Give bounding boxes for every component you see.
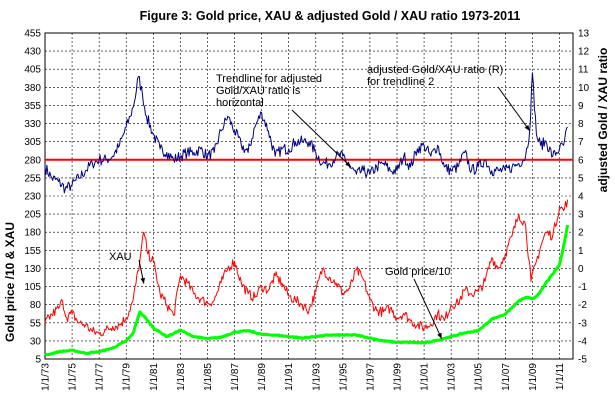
- y-tick-label-left: 205: [24, 210, 41, 221]
- y-tick-label-left: 55: [30, 318, 42, 329]
- x-tick-label: 1/1/79: [122, 363, 133, 391]
- x-tick-label: 1/1/11: [555, 363, 566, 390]
- annotation-trendline-arrow: [291, 109, 352, 168]
- y-tick-label-right: 8: [578, 119, 584, 130]
- x-tick-label: 1/1/81: [149, 363, 160, 391]
- annotation-ratio-arrow: [497, 86, 531, 132]
- x-tick-label: 1/1/75: [68, 363, 79, 391]
- x-tick-label: 1/1/93: [311, 363, 322, 391]
- y-axis-label-right: adjusted Gold / XAU ratio: [596, 48, 610, 193]
- grid: [45, 33, 573, 359]
- y-tick-label-right: 1: [578, 246, 584, 257]
- y-tick-label-right: -1: [578, 282, 587, 293]
- y-tick-label-right: 13: [578, 29, 590, 40]
- annotation-trendline-arrowhead: [345, 161, 351, 168]
- y-tick-label-left: 380: [24, 83, 41, 94]
- y-tick-label-left: 305: [24, 137, 41, 148]
- y-tick-label-right: 9: [578, 101, 584, 112]
- y-tick-label-right: 2: [578, 228, 584, 239]
- y-tick-label-left: 430: [24, 47, 41, 58]
- y-tick-label-right: 11: [578, 65, 589, 76]
- y-tick-label-right: 0: [578, 264, 584, 275]
- y-tick-label-right: -3: [578, 318, 587, 329]
- annotation-ratio-text: adjusted Gold/XAU ratio (R): [367, 64, 503, 76]
- x-tick-label: 1/1/89: [257, 363, 268, 391]
- y-tick-label-right: -5: [578, 355, 587, 366]
- y-tick-label-left: 180: [24, 228, 41, 239]
- y-tick-label-left: 130: [24, 264, 41, 275]
- annotation-gold-price-arrow: [413, 278, 443, 339]
- x-tick-label: 1/1/05: [474, 363, 485, 391]
- y-tick-label-right: -4: [578, 336, 587, 347]
- y-tick-label-left: 405: [24, 65, 41, 76]
- y-tick-label-left: 330: [24, 119, 41, 130]
- y-tick-label-right: 4: [578, 192, 584, 203]
- y-tick-label-right: -2: [578, 300, 587, 311]
- ratio-line: [44, 72, 568, 194]
- x-tick-label: 1/1/87: [230, 363, 241, 391]
- y-tick-label-left: 5: [35, 355, 41, 366]
- x-tick-label: 1/1/77: [95, 363, 106, 391]
- x-tick-label: 1/1/85: [203, 363, 214, 391]
- gold-price-line: [44, 224, 570, 357]
- annotation-trendline-text: Trendline for adjusted: [216, 73, 322, 85]
- x-tick-label: 1/1/03: [447, 363, 458, 391]
- annotation-gold-price-text: Gold price/10: [385, 266, 450, 278]
- y-tick-label-left: 355: [24, 101, 41, 112]
- y-tick-label-left: 455: [24, 29, 41, 40]
- x-tick-label: 1/1/91: [284, 363, 295, 391]
- x-tick-label: 1/1/99: [393, 363, 404, 391]
- y-tick-label-left: 230: [24, 192, 41, 203]
- y-axis-label-left: Gold price /10 & XAU: [3, 222, 17, 342]
- annotation-trendline-text: Gold/XAU ratio is: [216, 85, 301, 97]
- xau-line: [44, 199, 569, 337]
- series-group: [44, 72, 570, 357]
- annotation-gold-price-arrowhead: [437, 332, 442, 339]
- tick-labels: 5305580105130155180205230255280305330355…: [24, 29, 589, 391]
- annotation-ratio-arrowhead: [524, 124, 530, 131]
- x-tick-label: 1/1/83: [176, 363, 187, 391]
- y-tick-label-left: 105: [24, 282, 41, 293]
- y-tick-label-right: 3: [578, 210, 584, 221]
- y-tick-label-left: 30: [30, 336, 42, 347]
- x-tick-label: 1/1/97: [365, 363, 376, 391]
- x-tick-label: 1/1/07: [501, 363, 512, 391]
- chart-title: Figure 3: Gold price, XAU & adjusted Gol…: [140, 9, 521, 23]
- annotation-xau-arrowhead: [140, 277, 146, 284]
- x-tick-label: 1/1/09: [528, 363, 539, 391]
- x-tick-label: 1/1/73: [41, 363, 52, 391]
- y-tick-label-right: 5: [578, 173, 584, 184]
- annotation-xau-text: XAU: [109, 251, 132, 263]
- y-tick-label-left: 280: [24, 155, 41, 166]
- y-tick-label-left: 255: [24, 173, 41, 184]
- x-tick-label: 1/1/01: [420, 363, 431, 391]
- y-tick-label-right: 7: [578, 137, 584, 148]
- y-tick-label-right: 10: [578, 83, 590, 94]
- y-tick-label-left: 80: [30, 300, 42, 311]
- x-tick-label: 1/1/95: [338, 363, 349, 391]
- annotation-ratio-text: for trendline 2: [367, 76, 434, 88]
- annotation-trendline-text: horizontal: [216, 97, 264, 109]
- y-tick-label-left: 155: [24, 246, 41, 257]
- y-tick-label-right: 12: [578, 47, 590, 58]
- y-tick-label-right: 6: [578, 155, 584, 166]
